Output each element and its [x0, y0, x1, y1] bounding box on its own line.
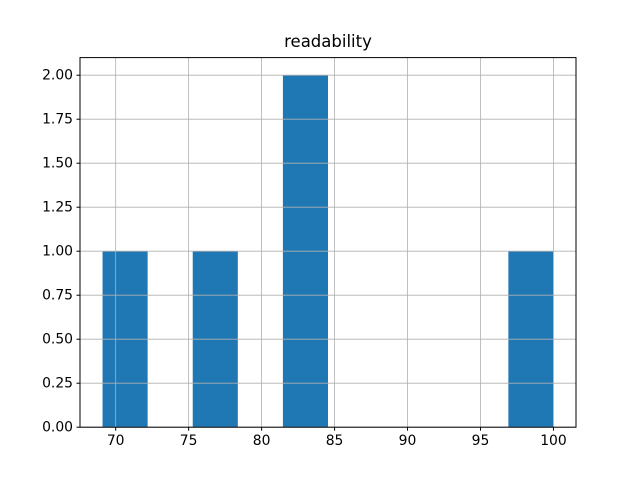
y-tick-label: 0.25 [42, 376, 73, 392]
y-tick-label: 1.25 [42, 200, 73, 216]
y-tick-label: 1.75 [42, 112, 73, 128]
x-tick-label: 75 [180, 433, 198, 449]
ticks-layer: 70 75 80 85 90 95 100 0.00 0.25 0.50 0.75 1.00 1.25 1… [42, 68, 567, 450]
y-tick-label: 1.50 [42, 156, 73, 172]
y-tick-label: 0.00 [42, 420, 73, 436]
x-tick-label: 70 [107, 433, 125, 449]
y-tick-label: 0.50 [42, 332, 73, 348]
y-tick-label: 0.75 [42, 288, 73, 304]
x-tick-label: 80 [253, 433, 271, 449]
x-tick-label: 95 [472, 433, 490, 449]
x-tick-label: 90 [399, 433, 417, 449]
x-tick-label: 85 [326, 433, 344, 449]
x-tick-label: 100 [540, 433, 567, 449]
y-tick-label: 1.00 [42, 244, 73, 260]
chart-title: readability [284, 32, 372, 51]
axes-spines [79, 57, 577, 428]
y-tick-label: 2.00 [42, 68, 73, 84]
spines-layer [79, 57, 577, 428]
